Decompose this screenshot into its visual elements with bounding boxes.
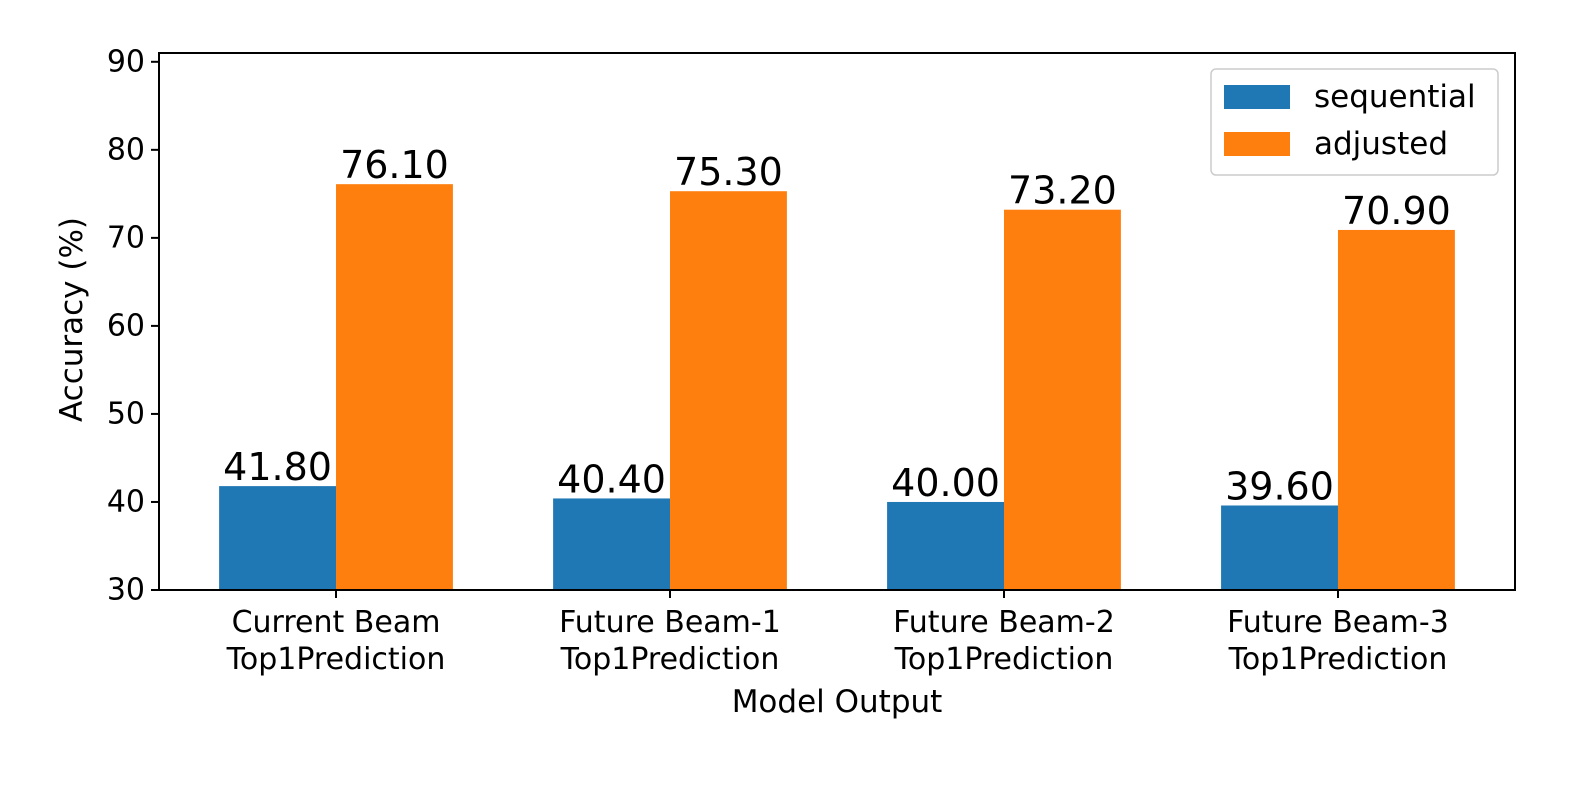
bar-sequential[interactable] xyxy=(1221,505,1338,590)
plot-frame xyxy=(158,52,1516,591)
value-label-sequential: 41.80 xyxy=(223,445,332,489)
bar-adjusted[interactable] xyxy=(670,191,787,590)
value-label-sequential: 40.40 xyxy=(557,457,666,501)
x-axis-title: Model Output xyxy=(732,684,943,720)
legend-label-adjusted: adjusted xyxy=(1314,126,1448,162)
x-axis: Current Beam Top1Prediction Future Beam-1 T… xyxy=(226,590,1449,677)
bar-adjusted[interactable] xyxy=(1003,209,1121,590)
bar-sequential[interactable] xyxy=(553,498,671,590)
x-tick-label: Current Beam Top1Prediction xyxy=(226,605,446,677)
value-label-adjusted: 73.20 xyxy=(1008,169,1117,213)
bar-sequential[interactable] xyxy=(887,501,1004,590)
legend[interactable]: sequential adjusted xyxy=(1210,68,1499,176)
value-label-sequential: 40.00 xyxy=(891,461,1000,505)
legend-swatch-sequential xyxy=(1224,85,1290,109)
value-label-adjusted: 76.10 xyxy=(340,143,449,187)
y-tick-label: 40 xyxy=(107,484,145,519)
x-tick-label: Future Beam-2 Top1Prediction xyxy=(893,605,1115,677)
y-tick-label: 60 xyxy=(107,308,145,343)
value-label-sequential: 39.60 xyxy=(1225,464,1334,508)
bars-layer xyxy=(219,184,1455,590)
y-axis: 30 40 50 60 70 80 90 xyxy=(107,44,159,608)
y-tick-label: 90 xyxy=(107,44,145,79)
x-tick-label: Future Beam-1 Top1Prediction xyxy=(559,605,781,677)
y-tick-label: 80 xyxy=(107,132,145,167)
bar-adjusted[interactable] xyxy=(1337,229,1455,590)
y-tick-label: 50 xyxy=(107,396,145,431)
y-tick-label: 70 xyxy=(107,220,145,255)
bar-sequential[interactable] xyxy=(219,486,337,590)
value-labels-layer: 41.80 76.10 40.40 75.30 40.00 73.20 39.60 70.90 xyxy=(223,143,1451,508)
legend-swatch-adjusted xyxy=(1224,132,1290,156)
bar-adjusted[interactable] xyxy=(336,184,453,590)
value-label-adjusted: 70.90 xyxy=(1342,189,1451,233)
legend-label-sequential: sequential xyxy=(1314,79,1476,115)
y-tick-label: 30 xyxy=(107,573,145,608)
value-label-adjusted: 75.30 xyxy=(674,150,783,194)
x-tick-label: Future Beam-3 Top1Prediction xyxy=(1227,605,1449,677)
y-axis-title: Accuracy (%) xyxy=(54,217,90,422)
